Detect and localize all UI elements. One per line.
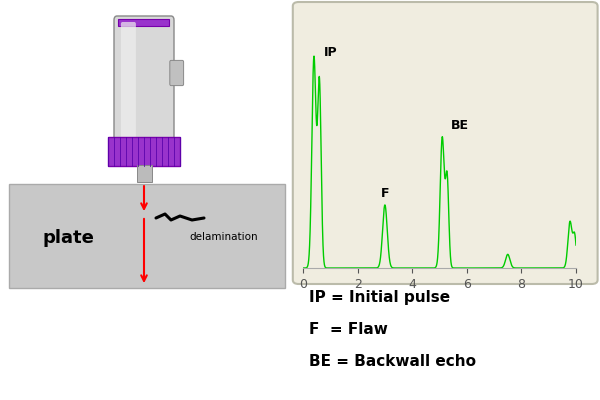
FancyBboxPatch shape	[9, 184, 285, 288]
Text: F  = Flaw: F = Flaw	[309, 322, 388, 337]
Text: BE = Backwall echo: BE = Backwall echo	[309, 354, 476, 369]
FancyBboxPatch shape	[137, 165, 151, 182]
FancyBboxPatch shape	[121, 22, 136, 138]
FancyBboxPatch shape	[170, 60, 184, 86]
Text: BE: BE	[451, 119, 469, 132]
Text: IP: IP	[323, 46, 337, 59]
Text: delamination: delamination	[189, 232, 257, 242]
Text: F: F	[381, 186, 389, 200]
Text: IP = Initial pulse: IP = Initial pulse	[309, 290, 450, 305]
FancyBboxPatch shape	[108, 137, 180, 166]
FancyBboxPatch shape	[118, 19, 169, 26]
Text: plate: plate	[42, 229, 94, 247]
FancyBboxPatch shape	[114, 16, 174, 144]
